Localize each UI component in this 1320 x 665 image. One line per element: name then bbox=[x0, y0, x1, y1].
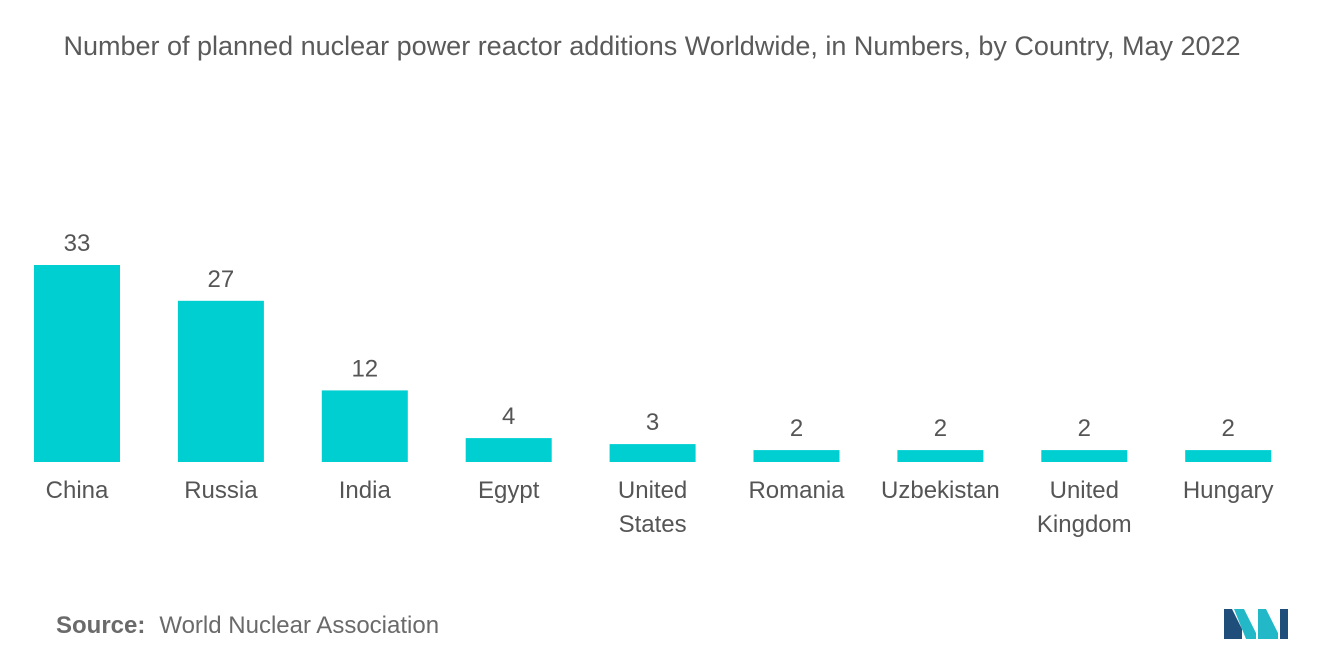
category-label-romania: Romania bbox=[748, 477, 845, 504]
logo-mid-shape bbox=[1234, 609, 1256, 639]
category-label-china: China bbox=[46, 477, 109, 504]
category-label-hungary: Hungary bbox=[1183, 477, 1274, 504]
value-label-russia: 27 bbox=[208, 266, 235, 293]
chart-title: Number of planned nuclear power reactor … bbox=[63, 31, 1241, 61]
bar-uzbekistan bbox=[897, 450, 984, 462]
bar-egypt bbox=[465, 438, 552, 462]
category-label-united-states-line-1: United bbox=[618, 477, 687, 504]
bar-china bbox=[34, 265, 120, 462]
bar-russia bbox=[177, 300, 264, 462]
logo-right-shape bbox=[1258, 609, 1278, 639]
bar-chart: 33 27 12 4 3 2 2 2 2 China Russia India Egypt United… bbox=[34, 230, 1274, 538]
source-note: Source: World Nuclear Association bbox=[56, 612, 439, 640]
value-label-united-kingdom: 2 bbox=[1078, 415, 1091, 442]
bar-india bbox=[321, 390, 408, 462]
source-text: World Nuclear Association bbox=[159, 612, 440, 639]
category-label-russia: Russia bbox=[184, 477, 258, 504]
category-label-united-kingdom-line-1: United bbox=[1050, 477, 1119, 504]
logo-right-bar bbox=[1280, 609, 1288, 639]
logo-left-bar bbox=[1224, 609, 1242, 639]
brand-logo-icon bbox=[1224, 609, 1288, 639]
value-labels-layer: 33 27 12 4 3 2 2 2 2 bbox=[64, 230, 1235, 442]
category-label-egypt: Egypt bbox=[478, 477, 540, 504]
value-label-united-states: 3 bbox=[646, 409, 659, 436]
bar-united-states bbox=[609, 444, 696, 462]
bar-united-kingdom bbox=[1041, 450, 1128, 462]
value-label-egypt: 4 bbox=[502, 403, 515, 430]
bar-romania bbox=[753, 450, 840, 462]
bar-hungary bbox=[1185, 450, 1272, 462]
source-label: Source: bbox=[56, 612, 146, 639]
value-label-china: 33 bbox=[64, 230, 91, 257]
category-label-united-kingdom-line-2: Kingdom bbox=[1037, 511, 1132, 538]
category-label-united-states-line-2: States bbox=[619, 511, 687, 538]
value-label-hungary: 2 bbox=[1222, 415, 1235, 442]
category-labels-layer: China Russia India Egypt United States Romania… bbox=[46, 477, 1274, 538]
category-label-india: India bbox=[339, 477, 392, 504]
category-label-uzbekistan: Uzbekistan bbox=[881, 477, 1000, 504]
value-label-romania: 2 bbox=[790, 415, 803, 442]
value-label-uzbekistan: 2 bbox=[934, 415, 947, 442]
value-label-india: 12 bbox=[351, 355, 378, 382]
bars-layer bbox=[34, 265, 1272, 462]
